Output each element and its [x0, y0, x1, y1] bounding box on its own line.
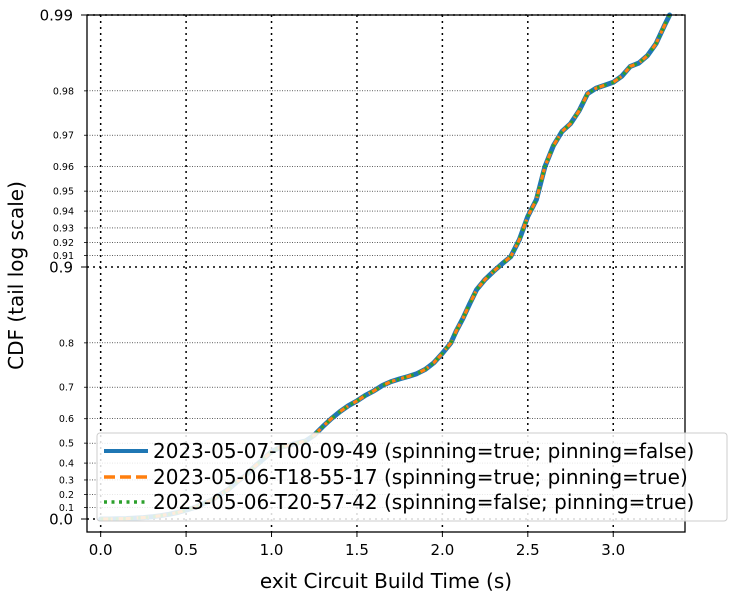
- y-minor-tick-label: 0.8: [59, 338, 74, 349]
- y-major-tick-label: 0.0: [49, 511, 73, 529]
- y-minor-tick-label: 0.96: [53, 162, 74, 173]
- y-minor-tick-label: 0.5: [59, 439, 74, 450]
- y-minor-tick-label: 0.6: [59, 414, 74, 425]
- plot-frame: [86, 14, 686, 533]
- x-tick-label: 1.0: [260, 541, 284, 559]
- x-tick-label: 1.5: [345, 541, 369, 559]
- x-tick-label: 0.5: [174, 541, 198, 559]
- y-minor-tick-label: 0.91: [53, 251, 74, 262]
- y-minor-tick-label: 0.1: [59, 503, 74, 514]
- y-major-tick-label: 0.9: [49, 259, 73, 277]
- y-minor-tick-label: 0.92: [53, 238, 74, 249]
- legend-label-series-1: 2023-05-07-T00-09-49 (spinning=true; pin…: [153, 439, 694, 463]
- y-major-tick-label: 0.99: [40, 7, 73, 25]
- x-axis-label: exit Circuit Build Time (s): [260, 569, 512, 593]
- legend-label-series-2: 2023-05-06-T18-55-17 (spinning=true; pin…: [153, 465, 688, 489]
- legend-label-series-3: 2023-05-06-T20-57-42 (spinning=false; pi…: [153, 490, 694, 514]
- legend-box: [96, 432, 728, 522]
- y-axis-label: CDF (tail log scale): [4, 181, 28, 370]
- x-tick-label: 3.0: [601, 541, 625, 559]
- y-minor-tick-label: 0.3: [59, 475, 74, 486]
- x-tick-label: 0.0: [89, 541, 113, 559]
- y-minor-tick-label: 0.7: [59, 383, 74, 394]
- y-minor-tick-label: 0.2: [59, 490, 74, 501]
- y-minor-tick-label: 0.95: [53, 187, 74, 198]
- y-minor-tick-label: 0.94: [53, 207, 74, 218]
- y-minor-tick-label: 0.98: [53, 86, 74, 97]
- legend: 2023-05-07-T00-09-49 (spinning=true; pin…: [96, 432, 728, 522]
- y-minor-tick-label: 0.97: [53, 131, 74, 142]
- x-tick-label: 2.5: [516, 541, 540, 559]
- x-tick-label: 2.0: [430, 541, 454, 559]
- y-minor-tick-label: 0.93: [53, 223, 74, 234]
- y-minor-tick-label: 0.4: [59, 459, 74, 470]
- axis-ticks: 0.0 0.5 1.0 1.5 2.0 2.5 3.0 0.1 0.2 0.3 0.4 0.5 0.6 0…: [40, 7, 626, 560]
